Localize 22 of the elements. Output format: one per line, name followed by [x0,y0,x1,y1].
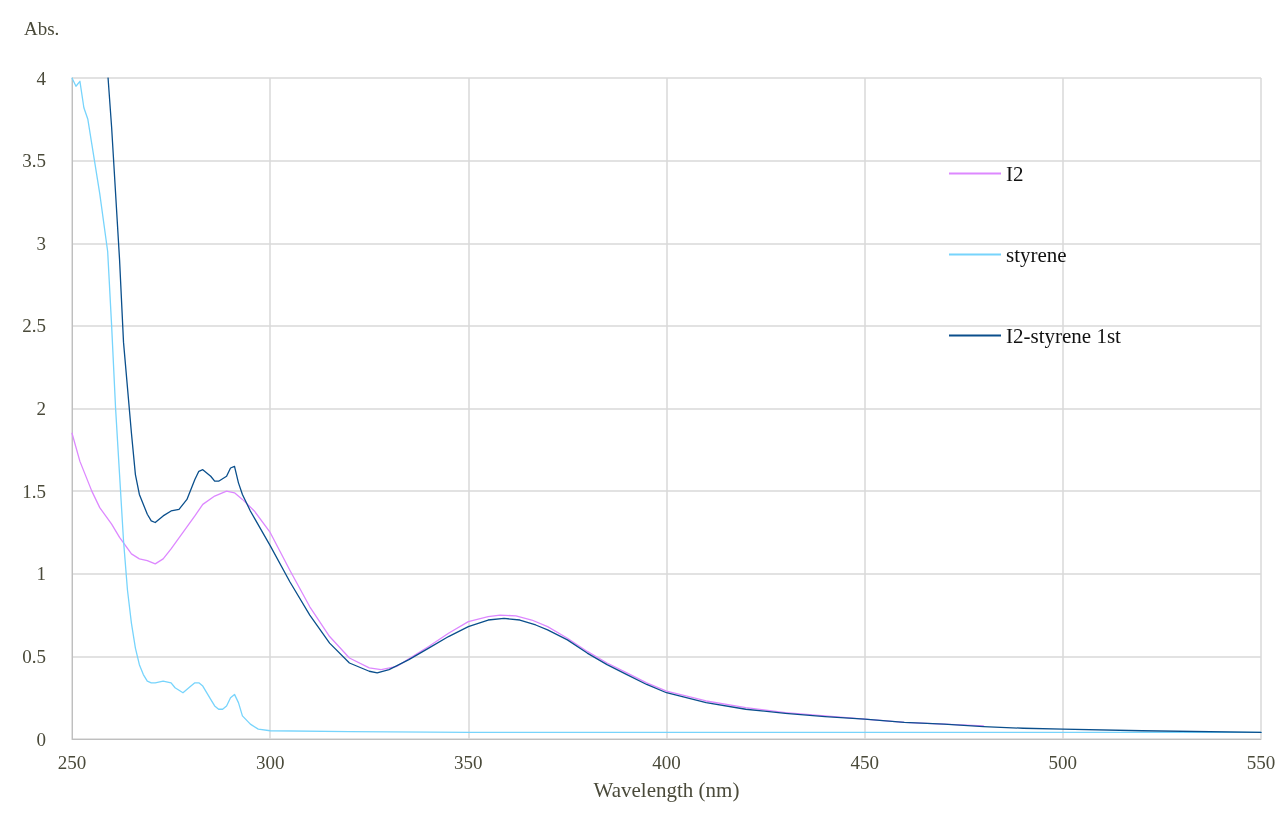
y-tick-label: 0 [36,728,46,750]
legend-label: styrene [1006,242,1067,267]
x-tick-label: 500 [1048,752,1078,773]
x-tick-label: 350 [454,752,483,773]
y-tick-label: 1 [36,563,46,585]
line-series [71,432,985,727]
y-tick-label: 3 [36,232,46,254]
x-tick-label: 450 [850,752,879,773]
y-tick-label: 1.5 [22,480,46,502]
x-tick-label: 250 [57,752,87,773]
x-axis-title: Wavelength (nm) [593,777,740,802]
y-tick-label: 3.5 [22,150,46,172]
y-axis-title: Abs. [24,18,60,39]
x-tick-label: 550 [1246,752,1276,773]
y-tick-label: 2 [36,398,46,419]
legend-label: I2 [1006,161,1024,186]
y-tick-label: 2.5 [22,315,46,337]
y-tick-label: 4 [36,67,47,89]
y-tick-label: 0.5 [22,645,46,667]
x-tick-label: 400 [652,752,681,773]
x-tick-label: 300 [255,752,285,773]
legend-label: I2-styrene 1st [1006,323,1122,348]
